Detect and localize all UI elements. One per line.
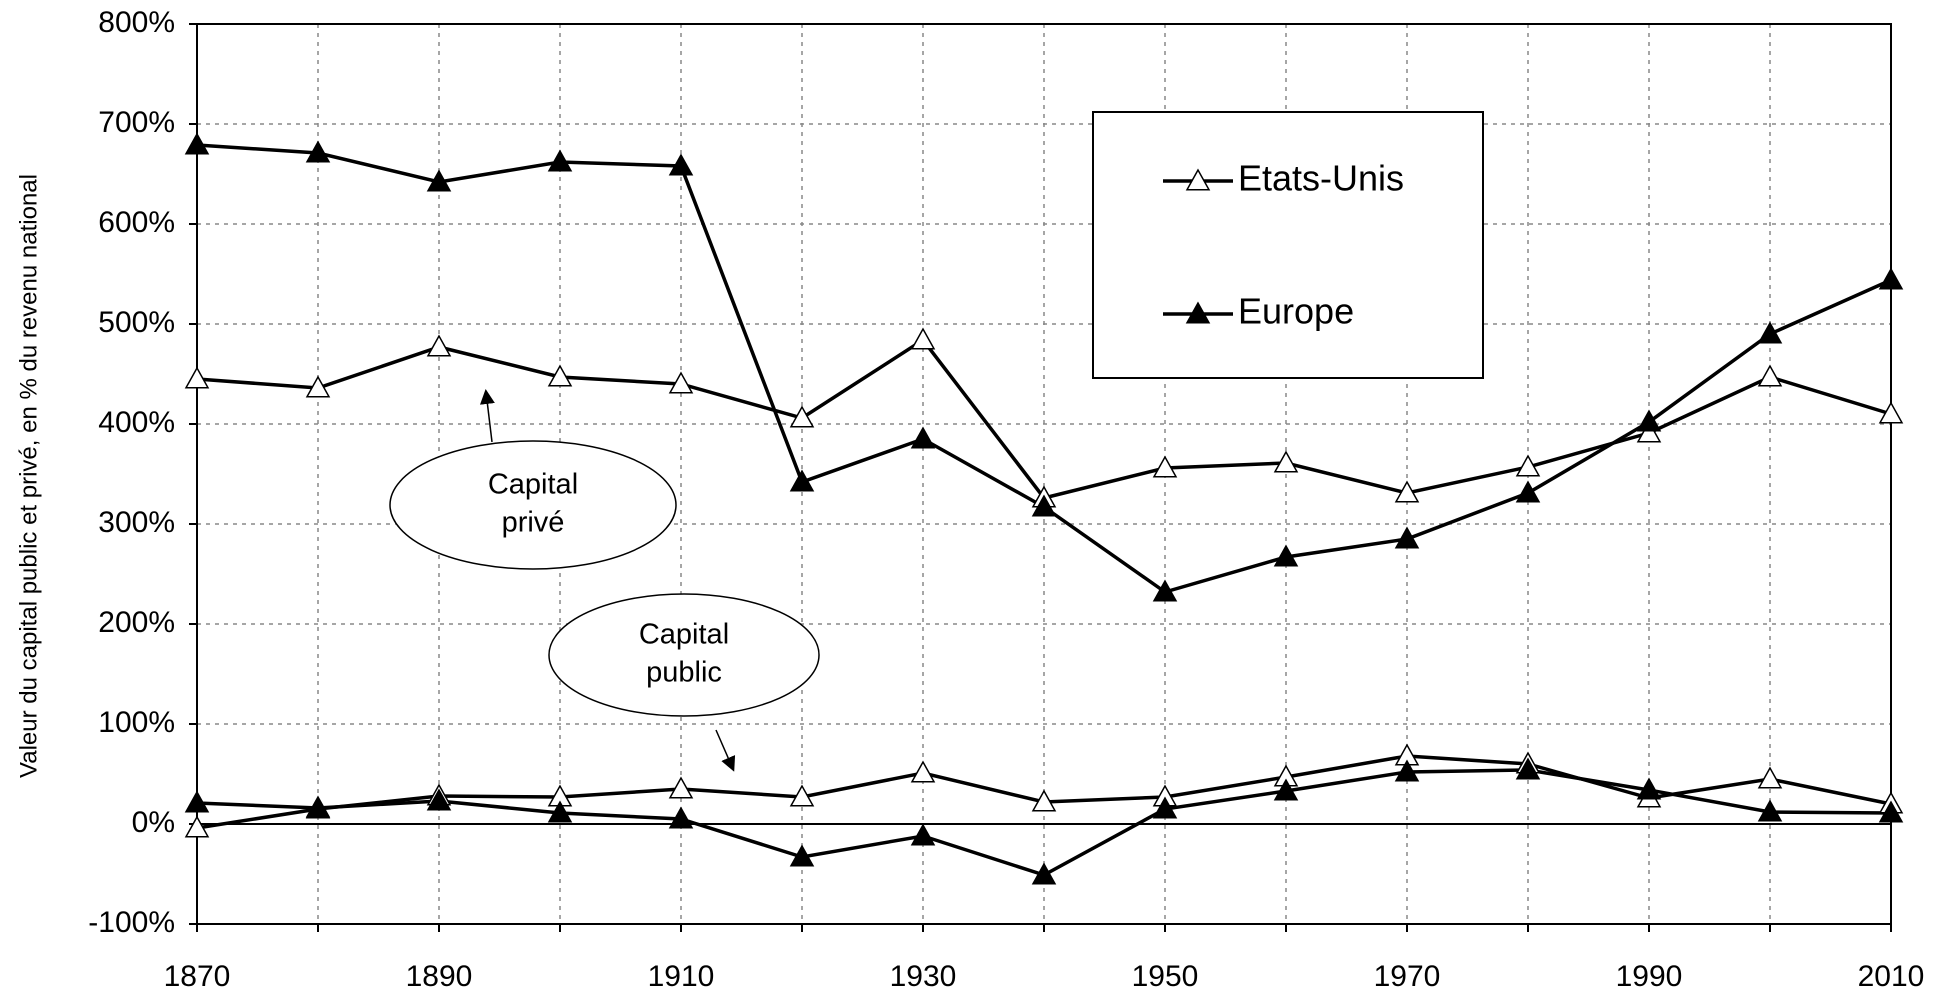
marker: [547, 800, 573, 823]
marker: [184, 132, 210, 155]
marker: [1152, 796, 1178, 819]
marker: [1757, 321, 1783, 344]
marker: [789, 469, 815, 492]
y-tick-label: 0%: [132, 806, 175, 839]
marker: [910, 327, 936, 350]
marker: [184, 366, 210, 389]
y-tick-label: 600%: [98, 206, 175, 239]
marker: [1636, 409, 1662, 432]
annotation-text: Capital: [639, 619, 729, 651]
marker: [426, 169, 452, 192]
marker: [1273, 544, 1299, 567]
y-tick-label: 400%: [98, 406, 175, 439]
x-tick-label: 1890: [406, 960, 473, 993]
plot-frame: [196, 23, 1892, 925]
x-tick-label: 1970: [1374, 960, 1441, 993]
marker: [1515, 454, 1541, 477]
y-axis-label: Valeur du capital public et privé, en % …: [15, 174, 42, 778]
marker: [1515, 480, 1541, 503]
annotation-text: Capital: [488, 469, 578, 501]
marker: [1878, 800, 1904, 823]
marker: [668, 776, 694, 799]
marker: [426, 334, 452, 357]
annotation-arrow: [479, 389, 495, 443]
marker: [1152, 455, 1178, 478]
marker: [1273, 778, 1299, 801]
marker: [184, 815, 210, 838]
marker: [1757, 799, 1783, 822]
marker: [426, 788, 452, 811]
y-tick-label: 100%: [98, 706, 175, 739]
annotation-arrow: [715, 729, 736, 772]
annotation-text: privé: [502, 507, 565, 539]
marker: [547, 149, 573, 172]
y-tick-label: 500%: [98, 306, 175, 339]
marker: [668, 153, 694, 176]
marker: [1757, 766, 1783, 789]
marker: [547, 364, 573, 387]
marker: [1878, 267, 1904, 290]
marker: [1031, 789, 1057, 812]
marker: [1031, 862, 1057, 885]
marker: [789, 784, 815, 807]
x-tick-label: 1990: [1616, 960, 1683, 993]
marker: [1394, 526, 1420, 549]
marker: [910, 426, 936, 449]
y-tick-label: 200%: [98, 606, 175, 639]
marker: [789, 405, 815, 428]
marker: [1152, 579, 1178, 602]
marker: [910, 760, 936, 783]
marker: [184, 790, 210, 813]
y-tick-label: -100%: [88, 906, 175, 939]
x-tick-label: 1870: [164, 960, 231, 993]
marker: [910, 823, 936, 846]
marker: [1394, 759, 1420, 782]
marker: [305, 140, 331, 163]
annotation-text: public: [646, 657, 722, 689]
x-tick-label: 1950: [1132, 960, 1199, 993]
marker: [1636, 777, 1662, 800]
annotation-ellipse: [389, 440, 677, 570]
y-tick-label: 800%: [98, 6, 175, 39]
marker: [1273, 450, 1299, 473]
marker: [1757, 364, 1783, 387]
x-tick-label: 2010: [1858, 960, 1925, 993]
legend-box: [1092, 111, 1484, 379]
series-line: [196, 768, 1892, 877]
marker: [668, 371, 694, 394]
marker: [1515, 757, 1541, 780]
annotation-ellipse: [548, 593, 820, 717]
marker: [789, 844, 815, 867]
legend-label: Europe: [1238, 291, 1354, 332]
marker: [1878, 401, 1904, 424]
y-tick-label: 300%: [98, 506, 175, 539]
y-tick-label: 700%: [98, 106, 175, 139]
marker: [1394, 480, 1420, 503]
marker: [1636, 420, 1662, 443]
legend-marker: [1185, 301, 1211, 324]
legend-marker: [1185, 168, 1211, 191]
marker: [305, 795, 331, 818]
legend-label: Etats-Unis: [1238, 158, 1404, 199]
x-tick-label: 1930: [890, 960, 957, 993]
x-tick-label: 1910: [648, 960, 715, 993]
marker: [668, 806, 694, 829]
marker: [305, 375, 331, 398]
marker: [1031, 494, 1057, 517]
